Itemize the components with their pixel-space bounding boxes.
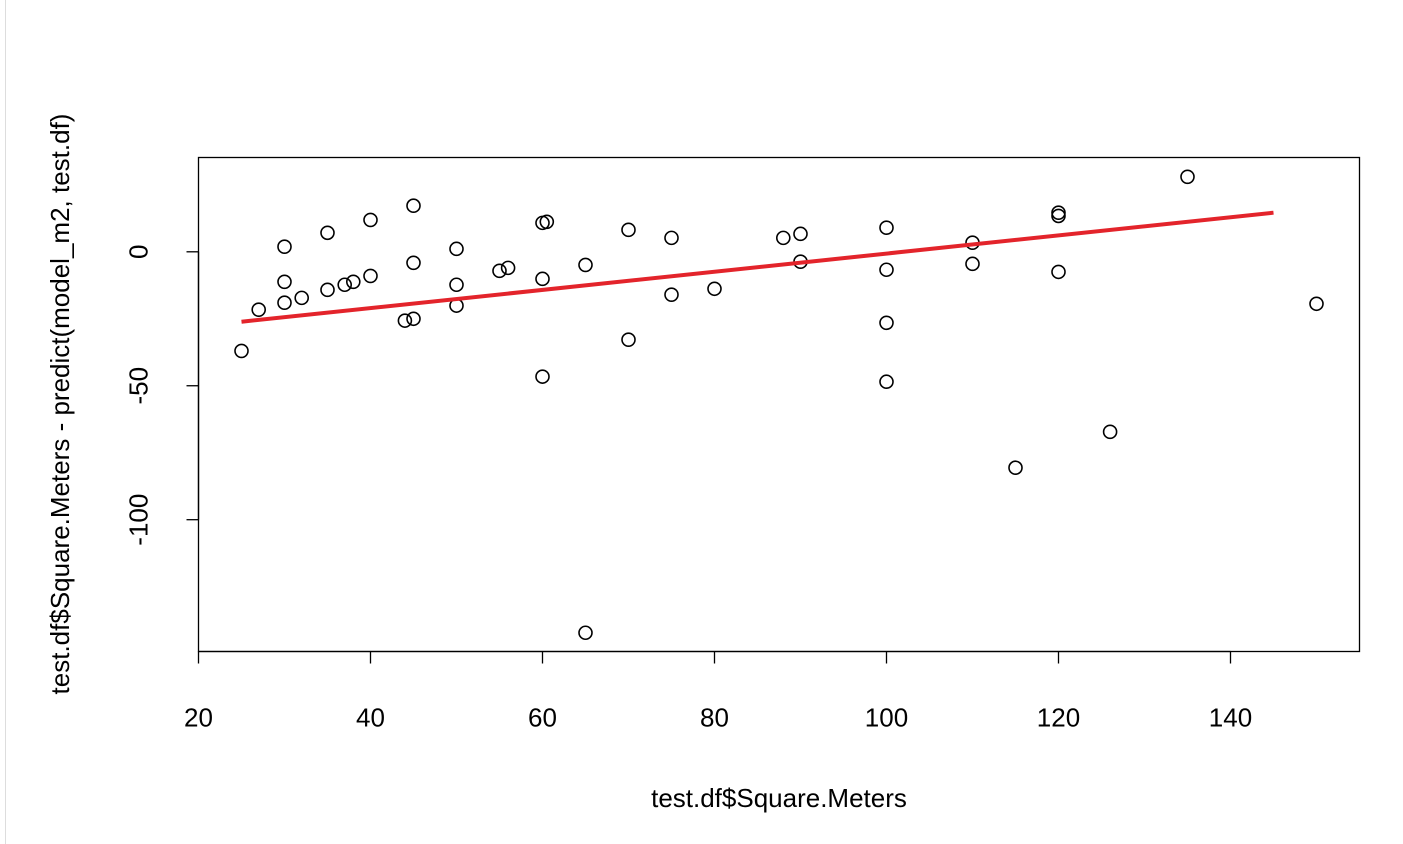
point bbox=[337, 277, 353, 293]
point bbox=[1102, 424, 1118, 440]
point bbox=[363, 212, 378, 228]
x-tick-label: 80 bbox=[700, 702, 729, 732]
point bbox=[492, 263, 507, 279]
point bbox=[793, 226, 808, 242]
point bbox=[879, 374, 894, 390]
point bbox=[539, 214, 555, 230]
point bbox=[578, 257, 593, 273]
point bbox=[621, 222, 636, 238]
x-tick-label: 60 bbox=[528, 702, 557, 732]
point bbox=[320, 225, 335, 241]
point bbox=[965, 256, 980, 272]
point bbox=[345, 274, 361, 290]
fit-line bbox=[241, 210, 1274, 324]
point bbox=[664, 287, 679, 302]
point bbox=[1051, 264, 1066, 280]
point bbox=[406, 198, 421, 214]
x-axis-label: test.df$Square.Meters bbox=[651, 783, 907, 813]
point bbox=[1051, 208, 1066, 224]
point bbox=[277, 239, 292, 255]
point bbox=[234, 343, 249, 359]
point bbox=[578, 625, 593, 641]
point bbox=[363, 268, 378, 284]
x-tick-label: 40 bbox=[356, 702, 385, 732]
x-tick-label: 140 bbox=[1209, 702, 1252, 732]
point bbox=[664, 230, 679, 246]
point bbox=[449, 277, 464, 293]
point bbox=[879, 315, 894, 331]
point bbox=[277, 295, 292, 310]
point bbox=[1309, 296, 1324, 312]
x-tick-label: 20 bbox=[184, 702, 213, 732]
point bbox=[449, 241, 464, 257]
y-tick-label: 0 bbox=[123, 245, 153, 259]
point bbox=[535, 271, 550, 287]
point bbox=[535, 369, 550, 384]
point bbox=[1051, 205, 1066, 220]
point bbox=[879, 220, 894, 235]
point bbox=[251, 302, 267, 317]
point bbox=[294, 290, 310, 306]
point bbox=[1180, 169, 1195, 185]
y-tick-label: -50 bbox=[123, 367, 153, 405]
point bbox=[621, 332, 636, 347]
point bbox=[500, 260, 516, 276]
plot-box bbox=[197, 156, 1361, 653]
point bbox=[406, 311, 421, 327]
point bbox=[775, 230, 791, 246]
point bbox=[397, 313, 413, 328]
point bbox=[707, 281, 722, 297]
x-tick-label: 100 bbox=[865, 702, 908, 732]
point bbox=[277, 274, 292, 290]
x-tick-label: 120 bbox=[1037, 702, 1080, 732]
y-axis-label: test.df$Square.Meters - predict(model_m2… bbox=[45, 114, 75, 695]
point bbox=[320, 282, 335, 298]
point bbox=[406, 255, 421, 271]
y-tick-label: -100 bbox=[123, 494, 153, 546]
point bbox=[879, 262, 894, 278]
point bbox=[1008, 460, 1023, 476]
